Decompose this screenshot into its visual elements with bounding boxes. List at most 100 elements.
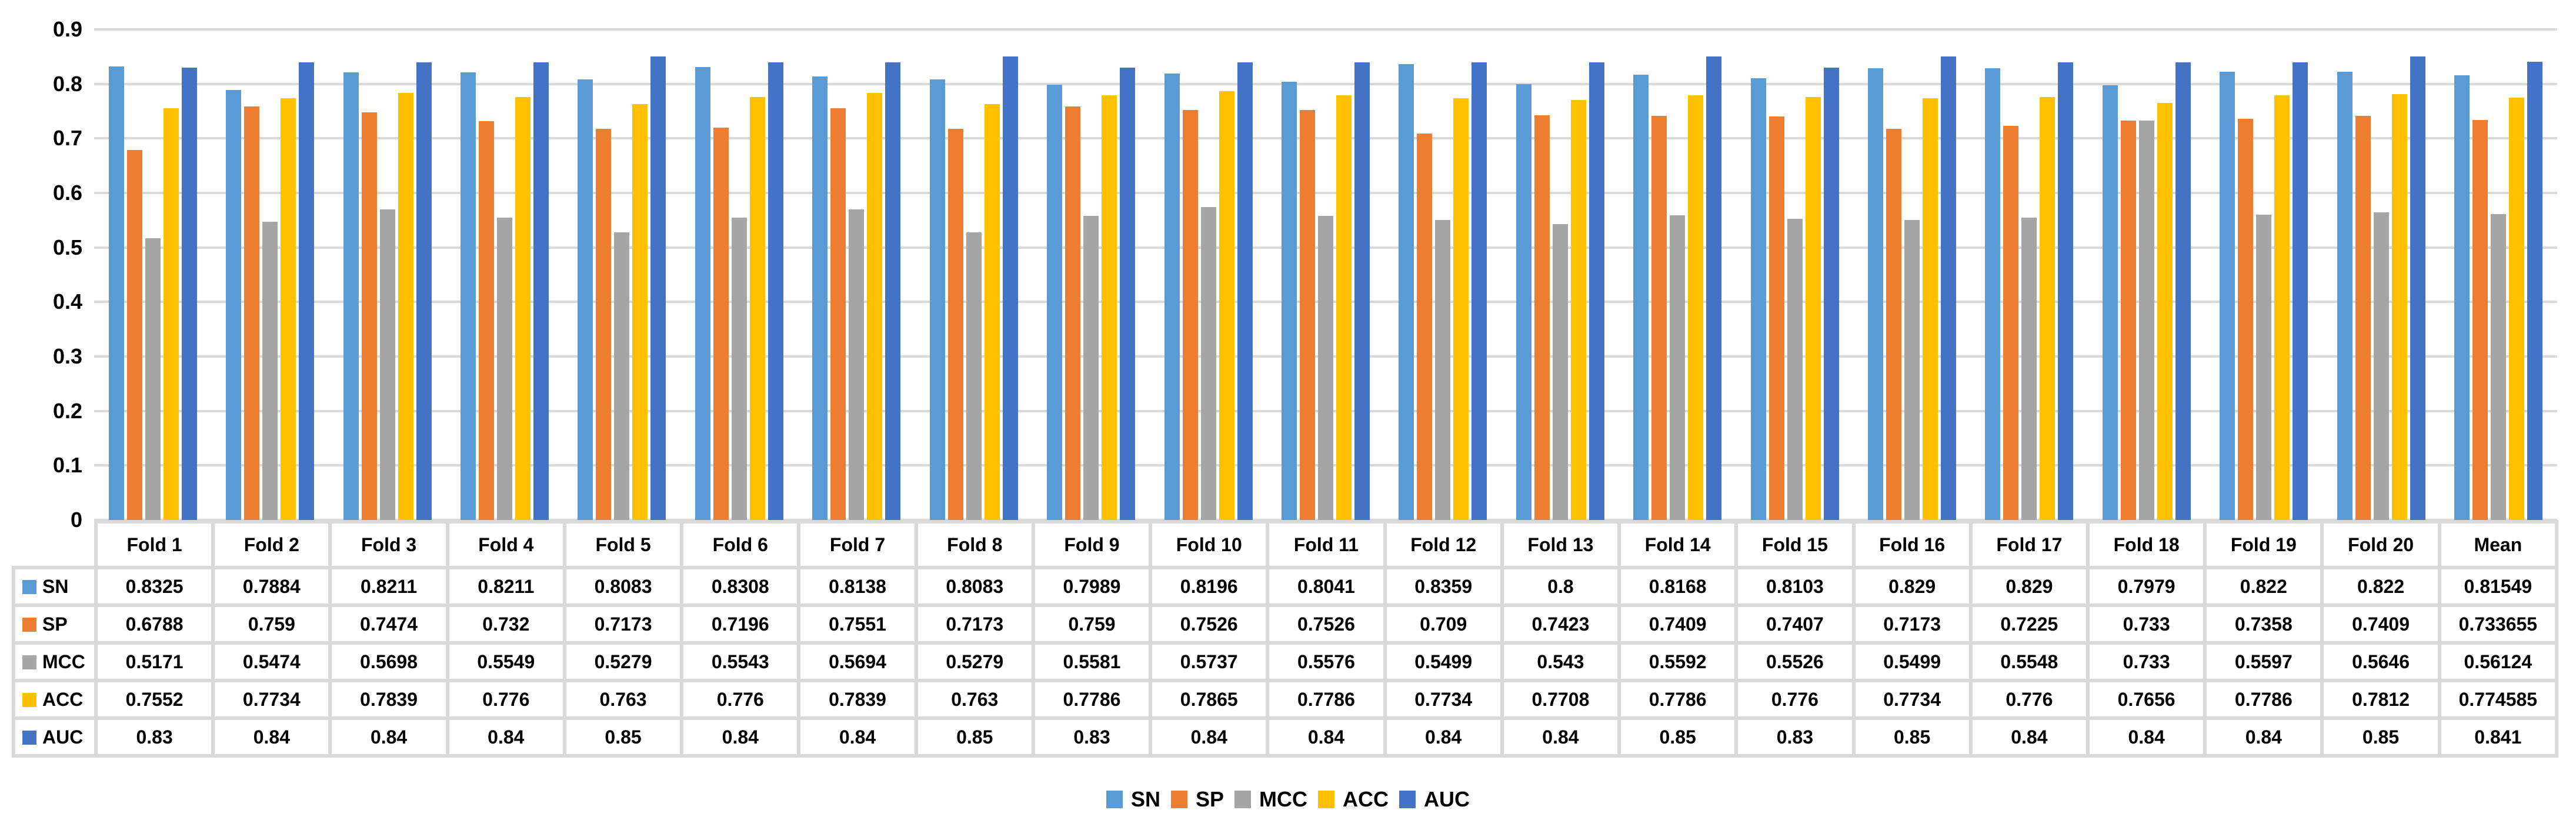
- gridline-0-9: [94, 28, 2557, 31]
- table-cell-acc-fold-20: 0.7812: [2320, 679, 2441, 720]
- bar-sp-fold-4: [478, 121, 494, 520]
- table-cell-mcc-mean: 0.56124: [2437, 641, 2559, 682]
- table-cell-sp-fold-15: 0.7407: [1734, 604, 1856, 645]
- table-cell-acc-fold-13: 0.7708: [1500, 679, 1621, 720]
- bar-sn-fold-11: [1281, 82, 1297, 520]
- table-cell-sn-fold-18: 0.7979: [2086, 566, 2207, 607]
- legend-item-sp: SP: [1171, 789, 1224, 810]
- bar-sp-fold-12: [1417, 134, 1433, 520]
- bar-acc-fold-5: [632, 104, 648, 520]
- bar-group-fold-18: [2088, 29, 2205, 520]
- bar-acc-fold-20: [2391, 94, 2407, 520]
- bar-sp-fold-15: [1769, 116, 1784, 520]
- table-header-fold-3: Fold 3: [328, 520, 449, 569]
- legend-label-acc: ACC: [1343, 787, 1389, 811]
- table-cell-auc-fold-1: 0.83: [94, 716, 215, 758]
- bar-acc-fold-11: [1336, 95, 1352, 520]
- series-key-icon-mcc: [22, 655, 36, 669]
- bar-acc-fold-4: [515, 97, 530, 520]
- table-row-label-mcc: MCC: [12, 641, 98, 682]
- table-header-fold-16: Fold 16: [1851, 520, 1973, 569]
- bar-sn-fold-19: [2220, 72, 2235, 520]
- series-key-icon-acc: [22, 692, 36, 707]
- bar-group-fold-19: [2205, 29, 2323, 520]
- bar-sp-fold-3: [361, 112, 377, 520]
- bar-mcc-mean: [2491, 214, 2507, 520]
- table-row-mcc: MCC 0.5171 0.5474 0.5698 0.5549 0.5279 0.5543 0…: [12, 641, 2559, 682]
- table-cell-acc-fold-1: 0.7552: [94, 679, 215, 720]
- table-cell-sn-fold-4: 0.8211: [445, 566, 566, 607]
- chart-legend: SN SP MCC ACC AUC: [0, 789, 2576, 810]
- bar-auc-mean: [2527, 62, 2543, 520]
- bar-auc-fold-3: [416, 62, 432, 520]
- gridline-0-7: [94, 137, 2557, 140]
- bar-auc-fold-20: [2410, 56, 2425, 520]
- table-cell-auc-fold-16: 0.85: [1851, 716, 1973, 758]
- table-row-label-sp: SP: [12, 604, 98, 645]
- table-header-fold-14: Fold 14: [1617, 520, 1739, 569]
- legend-item-acc: ACC: [1318, 789, 1389, 810]
- bar-auc-fold-6: [768, 62, 783, 520]
- table-cell-mcc-fold-16: 0.5499: [1851, 641, 1973, 682]
- bar-sn-fold-18: [2102, 85, 2118, 520]
- series-key-icon-sp: [22, 617, 36, 632]
- table-cell-mcc-fold-1: 0.5171: [94, 641, 215, 682]
- y-tick-label-0-3: 0.3: [52, 344, 82, 368]
- y-tick-label-0-1: 0.1: [52, 453, 82, 478]
- table-header-fold-9: Fold 9: [1031, 520, 1153, 569]
- table-header-fold-20: Fold 20: [2320, 520, 2441, 569]
- bar-group-fold-11: [1267, 29, 1384, 520]
- bar-mcc-fold-11: [1317, 216, 1333, 520]
- table-cell-sp-fold-6: 0.7196: [680, 604, 801, 645]
- bar-sn-fold-3: [343, 72, 359, 520]
- bar-acc-fold-6: [749, 97, 765, 520]
- y-tick-label-0: 0: [70, 508, 82, 532]
- table-cell-mcc-fold-3: 0.5698: [328, 641, 449, 682]
- table-row-label-sn: SN: [12, 566, 98, 607]
- table-cell-auc-fold-19: 0.84: [2203, 716, 2324, 758]
- table-cell-sp-mean: 0.733655: [2437, 604, 2559, 645]
- y-tick-label-0-8: 0.8: [52, 71, 82, 96]
- series-key-icon-auc: [22, 730, 36, 745]
- bar-group-fold-17: [1971, 29, 2088, 520]
- y-tick-label-0-7: 0.7: [52, 126, 82, 151]
- table-cell-sp-fold-11: 0.7526: [1266, 604, 1387, 645]
- table-cell-auc-fold-5: 0.85: [562, 716, 684, 758]
- bar-sn-fold-20: [2337, 72, 2353, 520]
- legend-label-sp: SP: [1196, 787, 1224, 811]
- table-row-sp: SP 0.6788 0.759 0.7474 0.732 0.7173 0.7196 0.75…: [12, 604, 2559, 645]
- bar-group-fold-15: [1736, 29, 1853, 520]
- bar-acc-fold-15: [1805, 97, 1821, 520]
- bar-acc-fold-10: [1219, 91, 1234, 520]
- series-name-label: SN: [42, 575, 69, 597]
- table-cell-sn-fold-13: 0.8: [1500, 566, 1621, 607]
- table-cell-sn-fold-2: 0.7884: [211, 566, 332, 607]
- table-cell-mcc-fold-11: 0.5576: [1266, 641, 1387, 682]
- table-cell-auc-fold-20: 0.85: [2320, 716, 2441, 758]
- table-cell-sp-fold-8: 0.7173: [914, 604, 1035, 645]
- table-header-fold-15: Fold 15: [1734, 520, 1856, 569]
- table-cell-mcc-fold-19: 0.5597: [2203, 641, 2324, 682]
- table-header-fold-7: Fold 7: [797, 520, 918, 569]
- bar-mcc-fold-13: [1552, 224, 1568, 520]
- y-tick-label-0-5: 0.5: [52, 235, 82, 259]
- table-cell-mcc-fold-18: 0.733: [2086, 641, 2207, 682]
- table-cell-auc-fold-10: 0.84: [1149, 716, 1270, 758]
- table-cell-acc-fold-2: 0.7734: [211, 679, 332, 720]
- table-cell-sn-fold-9: 0.7989: [1031, 566, 1153, 607]
- table-header-fold-1: Fold 1: [94, 520, 215, 569]
- bar-auc-fold-14: [1706, 56, 1722, 520]
- table-header-fold-12: Fold 12: [1383, 520, 1504, 569]
- table-cell-mcc-fold-6: 0.5543: [680, 641, 801, 682]
- bar-mcc-fold-6: [731, 218, 747, 520]
- table-cell-mcc-fold-7: 0.5694: [797, 641, 918, 682]
- table-cell-acc-mean: 0.774585: [2437, 679, 2559, 720]
- bar-auc-fold-1: [181, 68, 197, 520]
- bar-mcc-fold-12: [1435, 220, 1451, 520]
- bar-sp-fold-14: [1651, 116, 1667, 520]
- bar-auc-fold-10: [1237, 62, 1253, 520]
- bar-sn-fold-5: [578, 79, 593, 520]
- table-cell-auc-fold-6: 0.84: [680, 716, 801, 758]
- table-cell-sp-fold-3: 0.7474: [328, 604, 449, 645]
